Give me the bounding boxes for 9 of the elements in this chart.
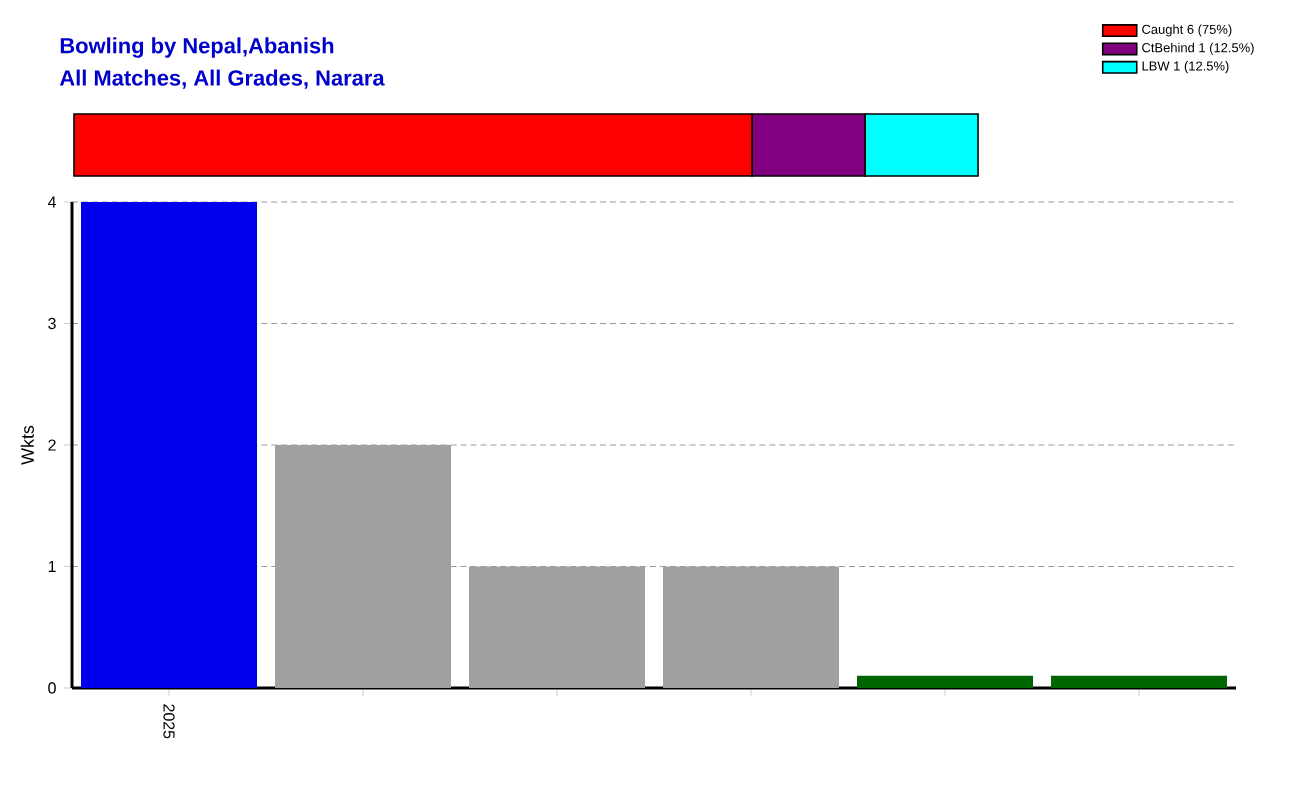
bar	[469, 566, 646, 688]
chart-title: Bowling by Nepal,Abanish	[60, 37, 334, 58]
bar	[81, 202, 258, 688]
chart-subtitle: All Matches, All Grades, Narara	[59, 69, 385, 89]
bar	[857, 675, 1034, 688]
y-axis-title: Wkts	[20, 425, 34, 465]
bar	[1051, 675, 1228, 688]
bar	[275, 445, 452, 688]
bar	[663, 566, 840, 688]
